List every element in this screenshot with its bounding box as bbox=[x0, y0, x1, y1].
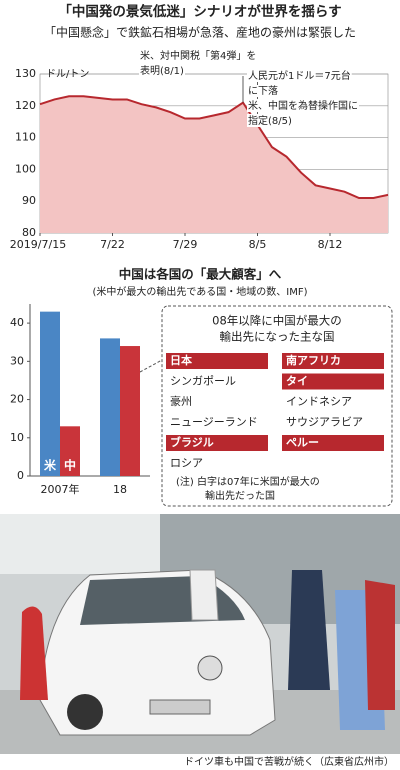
bar bbox=[60, 426, 80, 476]
country-box bbox=[161, 305, 393, 507]
box-note: 輸出先だった国 bbox=[205, 489, 275, 502]
y-tick-label: 110 bbox=[15, 131, 36, 144]
country: サウジアラビア bbox=[286, 416, 363, 429]
x-tick-label: 8/12 bbox=[318, 238, 343, 251]
country: 南アフリカ bbox=[286, 353, 341, 367]
annotation: 米、対中関税「第4弾」を bbox=[140, 49, 256, 62]
photo-caption: ドイツ車も中国で苦戦が続く（広東省広州市） bbox=[184, 755, 394, 768]
y-tick-label: 0 bbox=[17, 469, 24, 482]
bar bbox=[120, 346, 140, 476]
x-tick-label: 18 bbox=[113, 483, 127, 496]
y-tick-label: 90 bbox=[22, 194, 36, 207]
chart-subtitle: (米中が最大の輸出先である国・地域の数、IMF) bbox=[92, 285, 307, 298]
x-tick-label: 8/5 bbox=[249, 238, 267, 251]
bar bbox=[100, 338, 120, 476]
country: ロシア bbox=[170, 457, 203, 470]
legend-label: 中 bbox=[64, 458, 76, 473]
page-title: 「中国発の景気低迷」シナリオが世界を揺らす bbox=[58, 3, 341, 20]
annotation-bg bbox=[247, 99, 359, 112]
annotation-bg bbox=[139, 49, 258, 62]
country: タイ bbox=[286, 375, 308, 388]
x-tick-label: 2007年 bbox=[41, 482, 80, 496]
country: 日本 bbox=[170, 353, 192, 367]
line bbox=[39, 95, 389, 200]
country-tag bbox=[166, 353, 268, 369]
photo bbox=[0, 514, 400, 754]
annotation-bg bbox=[247, 114, 293, 127]
country: ニュージーランド bbox=[170, 416, 258, 429]
bar bbox=[40, 311, 60, 476]
country-tag bbox=[282, 353, 384, 369]
x-tick-label: 7/22 bbox=[100, 238, 125, 251]
chart-title: 中国は各国の「最大顧客」へ bbox=[119, 267, 282, 282]
annotation: 指定(8/5) bbox=[248, 114, 292, 127]
country-tag bbox=[166, 435, 268, 451]
annotation: 表明(8/1) bbox=[140, 64, 184, 77]
area-fill bbox=[40, 96, 388, 233]
y-tick-label: 20 bbox=[10, 393, 24, 406]
country: シンガポール bbox=[170, 375, 236, 388]
box-title: 輸出先になった主な国 bbox=[220, 330, 335, 344]
legend-label: 米 bbox=[44, 458, 57, 473]
annotation-bg bbox=[247, 85, 279, 97]
country: ペルー bbox=[286, 436, 319, 449]
x-tick-label: 7/29 bbox=[173, 238, 198, 251]
x-tick-label: 2019/7/15 bbox=[10, 238, 66, 251]
y-tick-label: 10 bbox=[10, 431, 24, 444]
country: ブラジル bbox=[170, 435, 214, 449]
country-tag bbox=[282, 373, 384, 390]
y-tick-label: 30 bbox=[10, 354, 24, 367]
country-tag bbox=[282, 435, 384, 451]
box-note: (注) 白字は07年に米国が最大の bbox=[176, 475, 320, 488]
annotation-bg bbox=[247, 69, 352, 82]
chart-subtitle: 「中国懸念」で鉄鉱石相場が急落、産地の豪州は緊張した bbox=[44, 25, 356, 40]
connector bbox=[139, 359, 163, 373]
y-tick-label: 100 bbox=[15, 162, 36, 175]
country: インドネシア bbox=[286, 395, 352, 408]
annotation: 米、中国を為替操作国に bbox=[248, 99, 358, 112]
y-axis-label: ドル/トン bbox=[46, 69, 89, 80]
annotation: に下落 bbox=[248, 85, 278, 97]
annotation-bg bbox=[139, 64, 185, 77]
country: 豪州 bbox=[170, 394, 192, 408]
y-tick-label: 120 bbox=[15, 99, 36, 112]
y-tick-label: 130 bbox=[15, 67, 36, 80]
y-tick-label: 80 bbox=[22, 226, 36, 239]
box-title: 08年以降に中国が最大の bbox=[212, 314, 342, 328]
y-tick-label: 40 bbox=[10, 316, 24, 329]
annotation: 人民元が1ドル＝7元台 bbox=[248, 69, 351, 82]
